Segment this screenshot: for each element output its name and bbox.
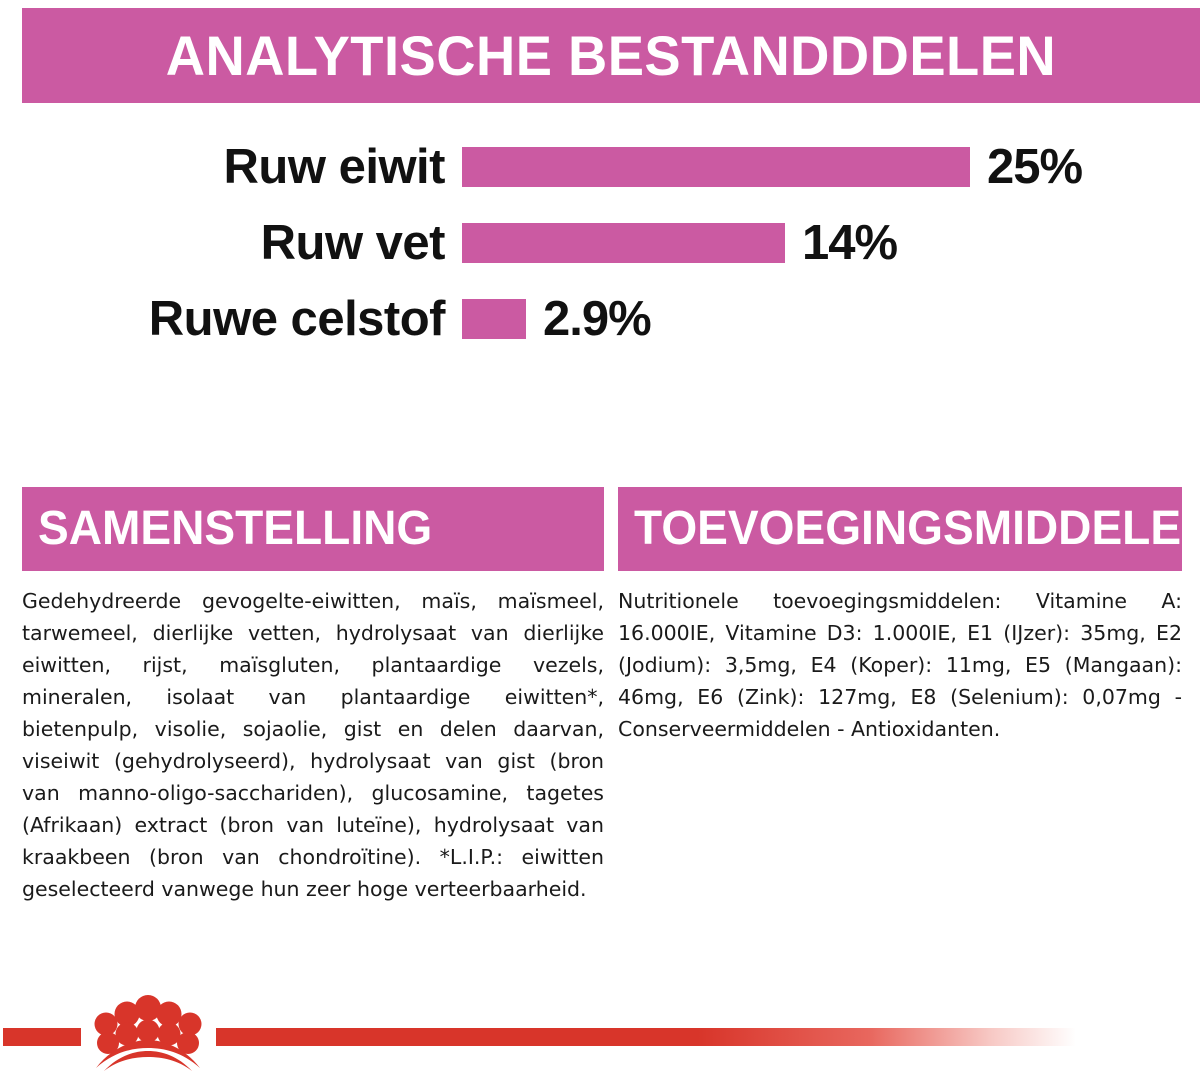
additives-panel-text: Nutritionele toevoegingsmiddelen: Vitami… — [618, 589, 1182, 741]
chart-bar — [462, 223, 785, 263]
additives-panel: TOEVOEGINGSMIDDELEN (/kg) Nutritionele t… — [618, 487, 1182, 745]
chart-category-label: Ruw vet — [260, 215, 446, 270]
chart-bar — [462, 299, 526, 339]
chart-bar-wrap: 25% — [445, 139, 1200, 194]
chart-value-label: 14% — [802, 215, 898, 270]
chart-row: Ruwe celstof 2.9% — [0, 281, 1200, 357]
footer — [0, 990, 1200, 1071]
chart-category-label: Ruw eiwit — [223, 139, 446, 194]
composition-panel-title: SAMENSTELLING — [38, 502, 433, 555]
composition-panel: SAMENSTELLING Gedehydreerde gevogelte-ei… — [22, 487, 604, 905]
chart-row: Ruw vet 14% — [0, 205, 1200, 281]
chart-bar — [462, 147, 970, 187]
composition-panel-header: SAMENSTELLING — [22, 487, 604, 571]
footer-rule-left — [3, 1028, 81, 1046]
royal-canin-crown-icon — [94, 995, 202, 1071]
analytical-constituents-title: ANALYTISCHE BESTANDDDELEN — [165, 23, 1057, 87]
chart-value-label: 25% — [987, 139, 1083, 194]
composition-panel-text: Gedehydreerde gevogelte-eiwitten, maïs, … — [22, 589, 604, 901]
analytical-constituents-chart: Ruw eiwit 25% Ruw vet 14% Ruwe celstof 2… — [0, 125, 1200, 360]
chart-value-label: 2.9% — [543, 291, 652, 346]
additives-panel-header: TOEVOEGINGSMIDDELEN (/kg) — [618, 487, 1182, 571]
chart-category-label: Ruwe celstof — [148, 291, 446, 346]
chart-bar-wrap: 2.9% — [445, 291, 1200, 346]
analytical-constituents-banner: ANALYTISCHE BESTANDDDELEN — [22, 8, 1200, 103]
chart-row: Ruw eiwit 25% — [0, 129, 1200, 205]
chart-bar-wrap: 14% — [445, 215, 1200, 270]
footer-rule-right — [216, 1028, 1076, 1046]
additives-panel-title: TOEVOEGINGSMIDDELEN — [634, 502, 1182, 555]
